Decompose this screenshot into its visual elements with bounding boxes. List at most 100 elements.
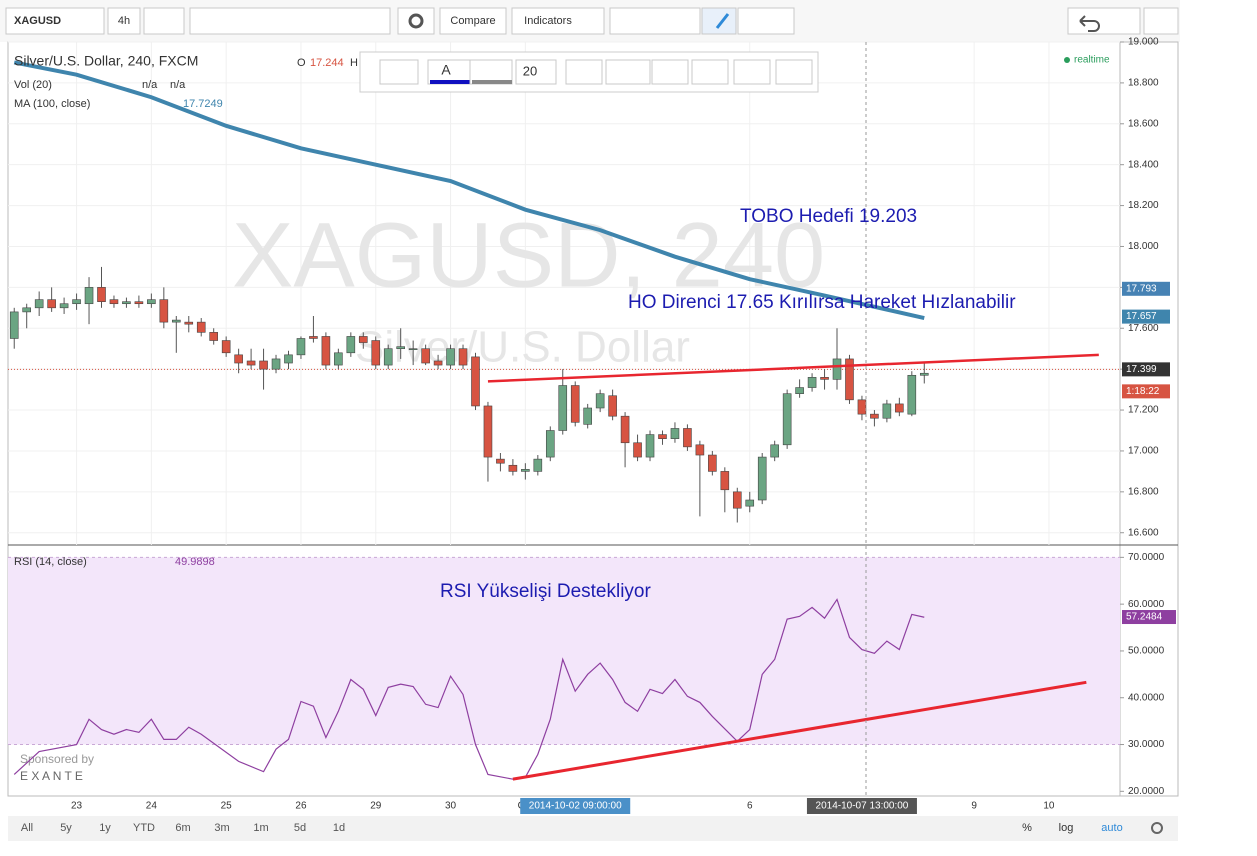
symbol: XAGUSD	[14, 15, 61, 27]
candle-body	[483, 405, 493, 458]
candle-body	[346, 336, 356, 354]
interval-menu[interactable]	[143, 7, 185, 35]
range-button[interactable]: 1m	[253, 822, 268, 834]
candle-body	[471, 356, 480, 407]
y-tick-label: 18.600	[1128, 118, 1159, 129]
candle-body	[259, 360, 268, 370]
candle-body	[732, 491, 742, 509]
candle-body	[408, 348, 418, 351]
candle-body	[134, 301, 144, 305]
range-button[interactable]: YTD	[133, 822, 155, 834]
legend-ma: MA (100, close)	[14, 98, 90, 110]
range-button[interactable]: 5y	[60, 822, 72, 834]
interval-button[interactable]	[107, 7, 141, 35]
candle-body	[271, 358, 281, 370]
legend-rsi: RSI (14, close)	[14, 556, 87, 568]
rsi-band	[8, 557, 1120, 745]
crosshair-date: 2014-10-02 09:00:00	[529, 801, 622, 812]
clone-button[interactable]	[651, 59, 689, 85]
x-tick-label: 23	[71, 801, 83, 812]
delete-button[interactable]	[775, 59, 813, 85]
draw-settings[interactable]	[565, 59, 603, 85]
template-button[interactable]	[379, 59, 419, 85]
legend-vol-b: n/a	[170, 79, 186, 91]
candle-body	[807, 377, 817, 388]
settings-icon[interactable]	[1151, 822, 1163, 834]
x-tick-label: 10	[1043, 801, 1055, 812]
range-button[interactable]: 1d	[333, 822, 345, 834]
countdown: 1:18:22	[1126, 386, 1160, 397]
compare: Compare	[450, 15, 495, 27]
candle-body	[184, 321, 194, 325]
legend-vol-a: n/a	[142, 79, 158, 91]
candle-body	[284, 354, 293, 364]
brush-icon	[715, 13, 730, 29]
rsi-band-group	[8, 556, 1120, 746]
y-tick-label: 18.200	[1128, 200, 1159, 211]
tools-group[interactable]	[609, 7, 701, 35]
range-button[interactable]: 1y	[99, 822, 111, 834]
settings-button[interactable]	[397, 7, 435, 35]
range-button[interactable]: 5d	[294, 822, 306, 834]
indicators-button[interactable]	[511, 7, 605, 35]
candle-body	[246, 360, 256, 366]
legend-open-label: O	[297, 57, 306, 69]
candle-body	[695, 444, 705, 456]
y-tick-label: 18.800	[1128, 78, 1159, 89]
candle-body	[820, 377, 829, 380]
candle-body	[396, 346, 405, 350]
brush-button[interactable]	[701, 7, 737, 35]
rsi-y-tick-label: 50.0000	[1128, 646, 1165, 657]
candle-body	[508, 464, 518, 472]
symbol-box[interactable]	[5, 7, 105, 35]
candle-body	[221, 340, 231, 354]
percent-toggle[interactable]: %	[1022, 822, 1032, 834]
crosshair-date-box	[520, 798, 631, 814]
candle-body	[857, 399, 867, 415]
range-button[interactable]: All	[21, 822, 33, 834]
watermark-symbol: XAGUSD, 240	[232, 204, 825, 306]
hide-button[interactable]	[733, 59, 771, 85]
main-pane: XAGUSD, 240 Silver/U.S. Dollar	[8, 41, 1120, 545]
fullscreen-button[interactable]	[1143, 7, 1179, 35]
candle-body	[109, 299, 119, 305]
legend-vol: Vol (20)	[14, 79, 52, 91]
watermark-name: Silver/U.S. Dollar	[355, 323, 690, 372]
candle-body	[521, 469, 530, 472]
lock-button[interactable]	[691, 59, 729, 85]
candle-body	[496, 458, 505, 464]
arrange-button[interactable]	[605, 59, 651, 85]
candle-body	[458, 348, 468, 366]
drawing-toolbar: A 20	[359, 51, 819, 93]
range-button[interactable]: 6m	[175, 822, 190, 834]
hint-button[interactable]	[737, 7, 795, 35]
compare-button[interactable]	[439, 7, 507, 35]
candle-body	[633, 442, 642, 458]
candle-body	[882, 403, 892, 419]
rsi-y-tick-label: 60.0000	[1128, 599, 1165, 610]
sponsor-brand: E X A N T E	[20, 769, 83, 783]
candle-body	[708, 454, 717, 472]
candle-body	[907, 374, 917, 415]
candle-body	[782, 393, 792, 446]
candle-body	[670, 428, 680, 439]
trend-line	[487, 353, 1099, 383]
price-label: 17.657	[1126, 311, 1157, 322]
log-toggle[interactable]: log	[1059, 822, 1074, 834]
range-button[interactable]: 3m	[214, 822, 229, 834]
candle-body	[59, 303, 69, 309]
rsi-line	[13, 598, 925, 780]
undo-redo[interactable]	[1067, 7, 1141, 35]
candle-body	[321, 336, 331, 366]
candle-body	[296, 338, 306, 356]
x-tick-label: 30	[445, 801, 457, 812]
font-size-button[interactable]	[515, 59, 557, 85]
rsi-y-tick-label: 20.0000	[1128, 786, 1165, 797]
chart-style-group[interactable]	[189, 7, 391, 35]
candle-body	[147, 299, 156, 305]
auto-toggle[interactable]: auto	[1101, 822, 1122, 834]
rsi-pane	[13, 598, 1087, 781]
candle-body	[757, 456, 767, 501]
candle-body	[159, 299, 169, 323]
